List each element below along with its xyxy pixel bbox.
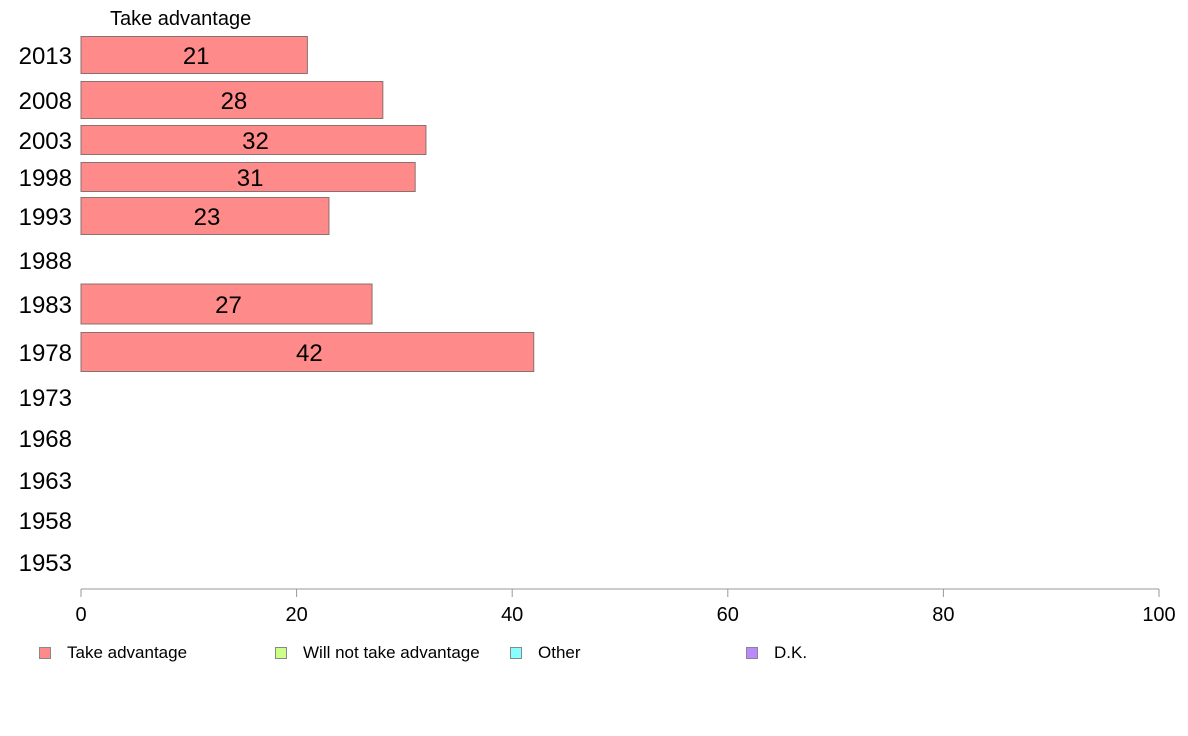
x-tick-label: 100 <box>1142 604 1175 626</box>
bar <box>80 197 330 235</box>
x-tick-label: 0 <box>75 604 86 626</box>
legend-item-take-advantage: Take advantage <box>39 643 187 663</box>
y-tick-label: 1978 <box>19 340 72 367</box>
legend-swatch <box>39 647 51 659</box>
bar-value-label: 42 <box>296 340 323 367</box>
bar-value-label: 21 <box>183 43 210 70</box>
legend-label: Take advantage <box>67 643 188 662</box>
bar-value-label: 23 <box>194 204 221 231</box>
legend-item-will-not-take-advantage: Will not take advantage <box>275 643 480 663</box>
bar <box>80 283 373 325</box>
bar-value-label: 28 <box>221 88 248 115</box>
bar <box>80 125 427 155</box>
bar-value-label: 27 <box>215 292 242 319</box>
bar <box>80 332 535 372</box>
bar <box>80 81 384 119</box>
bar <box>80 162 416 192</box>
legend-label: D.K. <box>774 643 808 662</box>
bars-group: 21 28 32 31 23 27 42 <box>80 36 535 372</box>
legend-label: Will not take advantage <box>303 643 480 662</box>
bar-value-label: 32 <box>242 128 269 155</box>
legend-label: Other <box>538 643 581 662</box>
y-tick-label: 2013 <box>19 43 72 70</box>
y-tick-label: 2003 <box>19 128 72 155</box>
y-tick-label: 1988 <box>19 248 72 275</box>
legend-swatch <box>510 647 522 659</box>
x-axis-ticks: 0 20 40 60 80 100 <box>75 589 1176 626</box>
y-tick-label: 1993 <box>19 204 72 231</box>
y-axis-labels: 2013 2008 2003 1998 1993 1988 1983 1978 1973 1968… <box>19 43 72 577</box>
chart-title: Take advantage <box>110 8 251 30</box>
bar <box>80 36 308 74</box>
y-tick-label: 1973 <box>19 385 72 412</box>
legend: Take advantage Will not take advantage O… <box>39 643 1159 665</box>
x-tick-label: 40 <box>501 604 523 626</box>
y-tick-label: 1998 <box>19 165 72 192</box>
x-tick-label: 60 <box>717 604 739 626</box>
y-tick-label: 1968 <box>19 426 72 453</box>
legend-swatch <box>746 647 758 659</box>
x-tick-label: 20 <box>285 604 307 626</box>
y-tick-label: 1958 <box>19 508 72 535</box>
y-tick-label: 1963 <box>19 468 72 495</box>
x-tick-label: 80 <box>932 604 954 626</box>
y-tick-label: 1983 <box>19 292 72 319</box>
bar-value-label: 31 <box>237 165 264 192</box>
legend-item-dk: D.K. <box>746 643 807 663</box>
legend-swatch <box>275 647 287 659</box>
legend-item-other: Other <box>510 643 581 663</box>
y-tick-label: 2008 <box>19 88 72 115</box>
y-tick-label: 1953 <box>19 550 72 577</box>
